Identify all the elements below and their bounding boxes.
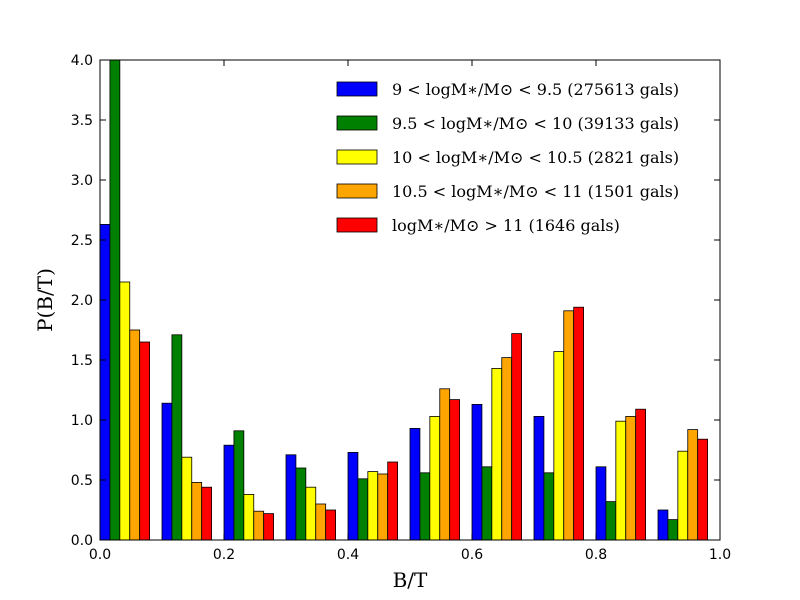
bar-series-3-bin-5 — [367, 471, 379, 541]
bar-series-1-bin-6 — [409, 427, 421, 541]
bar-series-1-bin-3 — [223, 444, 235, 541]
bar-series-5-bin-7 — [511, 333, 522, 541]
bar-series-1-bin-2 — [161, 402, 173, 541]
x-tick-label: 0.4 — [337, 547, 359, 563]
bar-series-2-bin-10 — [667, 519, 679, 541]
y-tick-label: 4.0 — [71, 53, 93, 69]
bar-series-5-bin-4 — [325, 509, 336, 541]
y-tick-label: 3.5 — [71, 113, 93, 129]
bar-series-3-bin-1 — [119, 281, 131, 541]
bar-series-4-bin-4 — [315, 503, 327, 541]
bar-series-3-bin-7 — [491, 367, 503, 541]
bar-series-3-bin-10 — [677, 450, 689, 541]
legend-label-1: 9 < logM∗/M⊙ < 9.5 (275613 gals) — [392, 80, 679, 99]
bar-series-3-bin-6 — [429, 415, 441, 541]
y-tick-label: 2.5 — [71, 233, 93, 249]
bar-series-1-bin-1 — [99, 223, 111, 541]
ticks-layer: 0.0 0.2 0.4 0.6 0.8 1.0 0.0 0.5 1.0 1.5 2.0 2.5 3.0 3… — [71, 53, 731, 563]
bar-series-4-bin-2 — [191, 481, 203, 541]
bar-series-1-bin-5 — [347, 451, 359, 541]
bar-series-5-bin-6 — [449, 399, 460, 541]
bar-series-3-bin-2 — [181, 456, 193, 541]
y-tick-label: 1.0 — [71, 413, 93, 429]
x-tick-label: 0.6 — [461, 547, 483, 563]
legend-swatch-4 — [336, 183, 378, 199]
bar-series-4-bin-8 — [563, 310, 575, 541]
x-tick-label: 0.0 — [89, 547, 111, 563]
bar-series-2-bin-4 — [295, 467, 307, 541]
bar-series-2-bin-6 — [419, 472, 431, 541]
bar-series-3-bin-9 — [615, 420, 627, 541]
bar-series-5-bin-8 — [573, 306, 584, 541]
x-tick-label: 0.8 — [585, 547, 607, 563]
bar-series-4-bin-3 — [253, 510, 265, 541]
y-tick-label: 1.5 — [71, 353, 93, 369]
bar-series-5-bin-1 — [139, 341, 150, 541]
y-tick-label: 2.0 — [71, 293, 93, 309]
bar-series-4-bin-10 — [687, 429, 699, 541]
y-axis-label: P(B/T) — [33, 268, 57, 332]
y-tick-label: 0.5 — [71, 473, 93, 489]
legend: 9 < logM∗/M⊙ < 9.5 (275613 gals) 9.5 < lo… — [336, 80, 679, 235]
y-tick-label: 3.0 — [71, 173, 93, 189]
bar-series-1-bin-7 — [471, 403, 483, 541]
legend-label-5: logM∗/M⊙ > 11 (1646 gals) — [392, 216, 620, 235]
bar-series-5-bin-9 — [635, 408, 646, 541]
bar-series-3-bin-3 — [243, 493, 255, 541]
bar-series-5-bin-2 — [201, 486, 212, 541]
legend-label-3: 10 < logM∗/M⊙ < 10.5 (2821 gals) — [392, 148, 679, 167]
bar-series-2-bin-3 — [233, 430, 245, 541]
bar-series-1-bin-4 — [285, 454, 297, 541]
bar-series-2-bin-8 — [543, 472, 555, 541]
bars-layer — [99, 59, 708, 541]
bar-series-5-bin-3 — [263, 513, 274, 541]
bar-series-2-bin-2 — [171, 334, 183, 541]
bar-series-4-bin-9 — [625, 415, 637, 541]
bar-series-3-bin-4 — [305, 486, 317, 541]
bar-series-2-bin-7 — [481, 466, 493, 541]
bar-series-4-bin-5 — [377, 473, 389, 541]
x-tick-label: 0.2 — [213, 547, 235, 563]
y-tick-label: 0.0 — [71, 533, 93, 549]
legend-swatch-2 — [336, 115, 378, 131]
bar-series-1-bin-8 — [533, 415, 545, 541]
legend-label-4: 10.5 < logM∗/M⊙ < 11 (1501 gals) — [392, 182, 679, 201]
x-tick-label: 1.0 — [709, 547, 731, 563]
legend-swatch-3 — [336, 149, 378, 165]
bar-series-4-bin-7 — [501, 357, 513, 541]
legend-label-2: 9.5 < logM∗/M⊙ < 10 (39133 gals) — [392, 114, 679, 133]
legend-swatch-5 — [336, 217, 378, 233]
bar-series-1-bin-9 — [595, 466, 607, 541]
bar-series-2-bin-1 — [109, 59, 121, 541]
bar-series-2-bin-5 — [357, 478, 369, 541]
bar-series-5-bin-10 — [697, 438, 708, 541]
bar-series-2-bin-9 — [605, 501, 617, 541]
legend-swatch-1 — [336, 81, 378, 97]
bar-series-3-bin-8 — [553, 351, 565, 541]
bar-series-4-bin-6 — [439, 388, 451, 541]
bar-series-4-bin-1 — [129, 329, 141, 541]
x-axis-label: B/T — [393, 568, 428, 592]
bar-series-5-bin-5 — [387, 461, 398, 541]
bar-series-1-bin-10 — [657, 509, 669, 541]
